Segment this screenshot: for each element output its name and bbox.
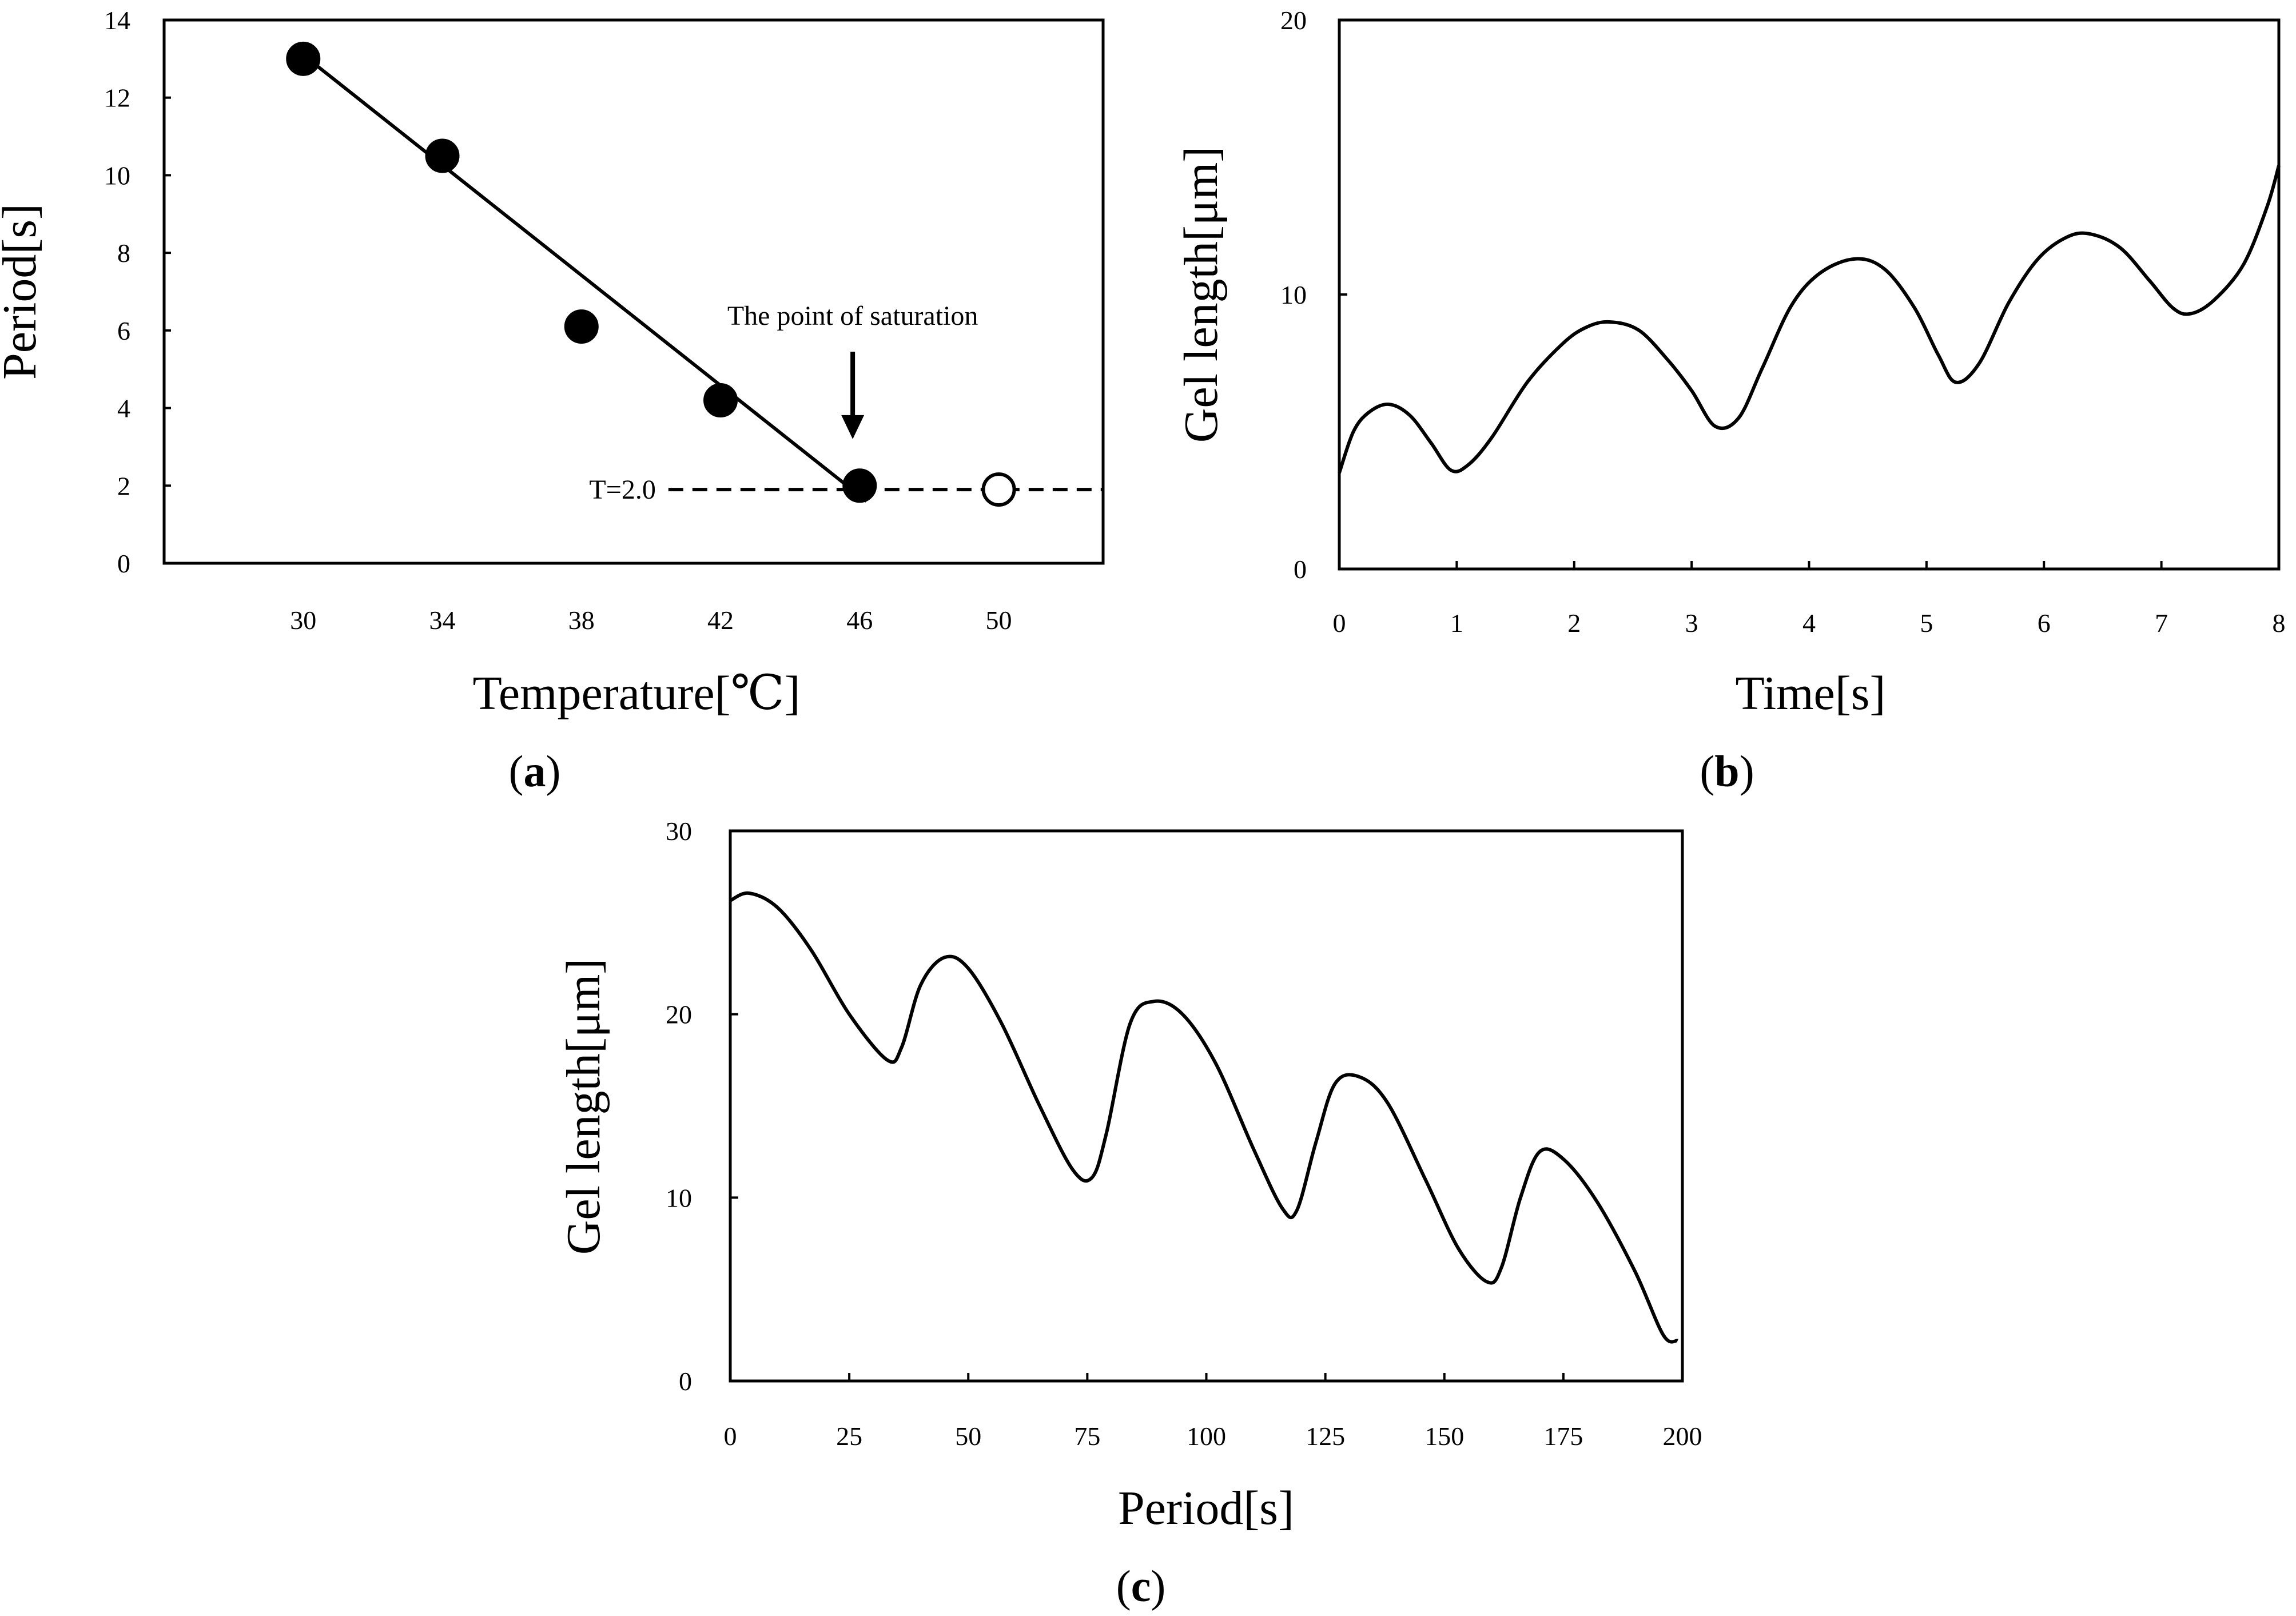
chart-a-annotation: The point of saturation — [727, 301, 978, 331]
chart-b-ytick-label: 10 — [1280, 280, 1307, 309]
chart-b-series-line — [1338, 165, 2281, 473]
chart-c-xtick-label: 25 — [836, 1422, 862, 1451]
chart-a-xtick-label: 50 — [986, 606, 1012, 635]
chart-c-ytick-label: 0 — [679, 1367, 692, 1396]
chart-b-xtick-label: 6 — [2038, 608, 2051, 638]
chart-a-ylabel: Period[s] — [0, 204, 46, 380]
chart-b-xtick-label: 0 — [1333, 608, 1346, 638]
chart-c-xtick-label: 0 — [724, 1422, 737, 1451]
chart-c-xlabel: Period[s] — [1118, 1482, 1294, 1535]
chart-a-points — [286, 41, 1016, 507]
chart-a-xtick-label: 42 — [707, 606, 734, 635]
chart-b-xtick-label: 5 — [1920, 608, 1933, 638]
chart-c-frame — [729, 829, 1684, 1383]
chart-a-annotation-arrow — [841, 352, 865, 439]
chart-c-ytick-label: 10 — [666, 1183, 692, 1212]
chart-b-ytick-label: 0 — [1294, 555, 1307, 584]
chart-a-xtick-label: 30 — [290, 606, 316, 635]
chart-b: 0 10 20 0 1 2 3 4 5 6 7 8 Gel length[μm] Time[s] (… — [1175, 6, 2286, 796]
chart-a-data-point — [286, 41, 321, 76]
chart-c-x-ticks: 0 25 50 75 100 125 150 175 200 — [724, 1373, 1702, 1451]
chart-a-ytick-label: 2 — [117, 471, 130, 500]
chart-c-xtick-label: 175 — [1543, 1422, 1583, 1451]
chart-a-xtick-label: 46 — [846, 606, 873, 635]
chart-b-ytick-label: 20 — [1280, 6, 1307, 35]
chart-a-data-point — [842, 468, 877, 503]
chart-a-fit-line — [302, 53, 868, 503]
chart-a-reference-label: T=2.0 — [589, 475, 655, 505]
chart-a-x-ticks: 30 34 38 42 46 50 — [290, 606, 1012, 635]
chart-a-xtick-label: 38 — [568, 606, 595, 635]
chart-c: 0 10 20 30 0 25 50 75 100 125 150 175 200 Gel lengt… — [557, 817, 1702, 1611]
chart-c-xtick-label: 150 — [1424, 1422, 1464, 1451]
chart-b-x-ticks: 0 1 2 3 4 5 6 7 8 — [1333, 561, 2286, 638]
chart-b-xtick-label: 3 — [1685, 608, 1698, 638]
chart-b-xlabel: Time[s] — [1736, 667, 1886, 720]
chart-a-ytick-label: 14 — [104, 6, 130, 35]
chart-a-ytick-label: 4 — [117, 394, 130, 423]
chart-c-xtick-label: 125 — [1306, 1422, 1345, 1451]
chart-c-ytick-label: 30 — [666, 817, 692, 846]
chart-c-ytick-label: 20 — [666, 1000, 692, 1029]
chart-a-ytick-label: 12 — [104, 83, 130, 113]
chart-c-panel-label: (c) — [1116, 1561, 1166, 1611]
chart-c-xtick-label: 75 — [1074, 1422, 1100, 1451]
chart-c-ylabel: Gel length[μm] — [557, 958, 610, 1255]
chart-b-xtick-label: 8 — [2273, 608, 2286, 638]
chart-a-ytick-label: 8 — [117, 238, 130, 268]
chart-a-ytick-label: 0 — [117, 549, 130, 578]
chart-a-ytick-label: 10 — [104, 161, 130, 190]
chart-b-frame — [1338, 18, 2281, 571]
chart-a-data-point — [981, 472, 1016, 507]
chart-a-xtick-label: 34 — [429, 606, 456, 635]
chart-c-xtick-label: 100 — [1187, 1422, 1226, 1451]
chart-a-data-point — [564, 309, 599, 344]
chart-a-y-ticks: 0 2 4 6 8 10 12 14 — [104, 6, 171, 578]
chart-a-data-point — [425, 138, 460, 173]
chart-a-frame — [162, 18, 1105, 565]
chart-a-ytick-label: 6 — [117, 316, 130, 345]
chart-a-panel-label: (a) — [509, 746, 561, 796]
chart-b-xtick-label: 1 — [1450, 608, 1463, 638]
chart-c-y-ticks: 0 10 20 30 — [666, 817, 738, 1396]
chart-c-xtick-label: 50 — [955, 1422, 981, 1451]
chart-b-ylabel: Gel length[μm] — [1175, 146, 1228, 443]
chart-c-series-line — [729, 891, 1678, 1344]
chart-a-xlabel: Temperature[℃] — [472, 667, 800, 720]
chart-a-data-point — [703, 383, 738, 417]
chart-b-xtick-label: 4 — [1802, 608, 1816, 638]
chart-b-xtick-label: 7 — [2155, 608, 2168, 638]
chart-b-xtick-label: 2 — [1567, 608, 1581, 638]
chart-c-xtick-label: 200 — [1663, 1422, 1702, 1451]
chart-b-panel-label: (b) — [1700, 746, 1754, 796]
chart-b-y-ticks: 0 10 20 — [1280, 6, 1347, 584]
